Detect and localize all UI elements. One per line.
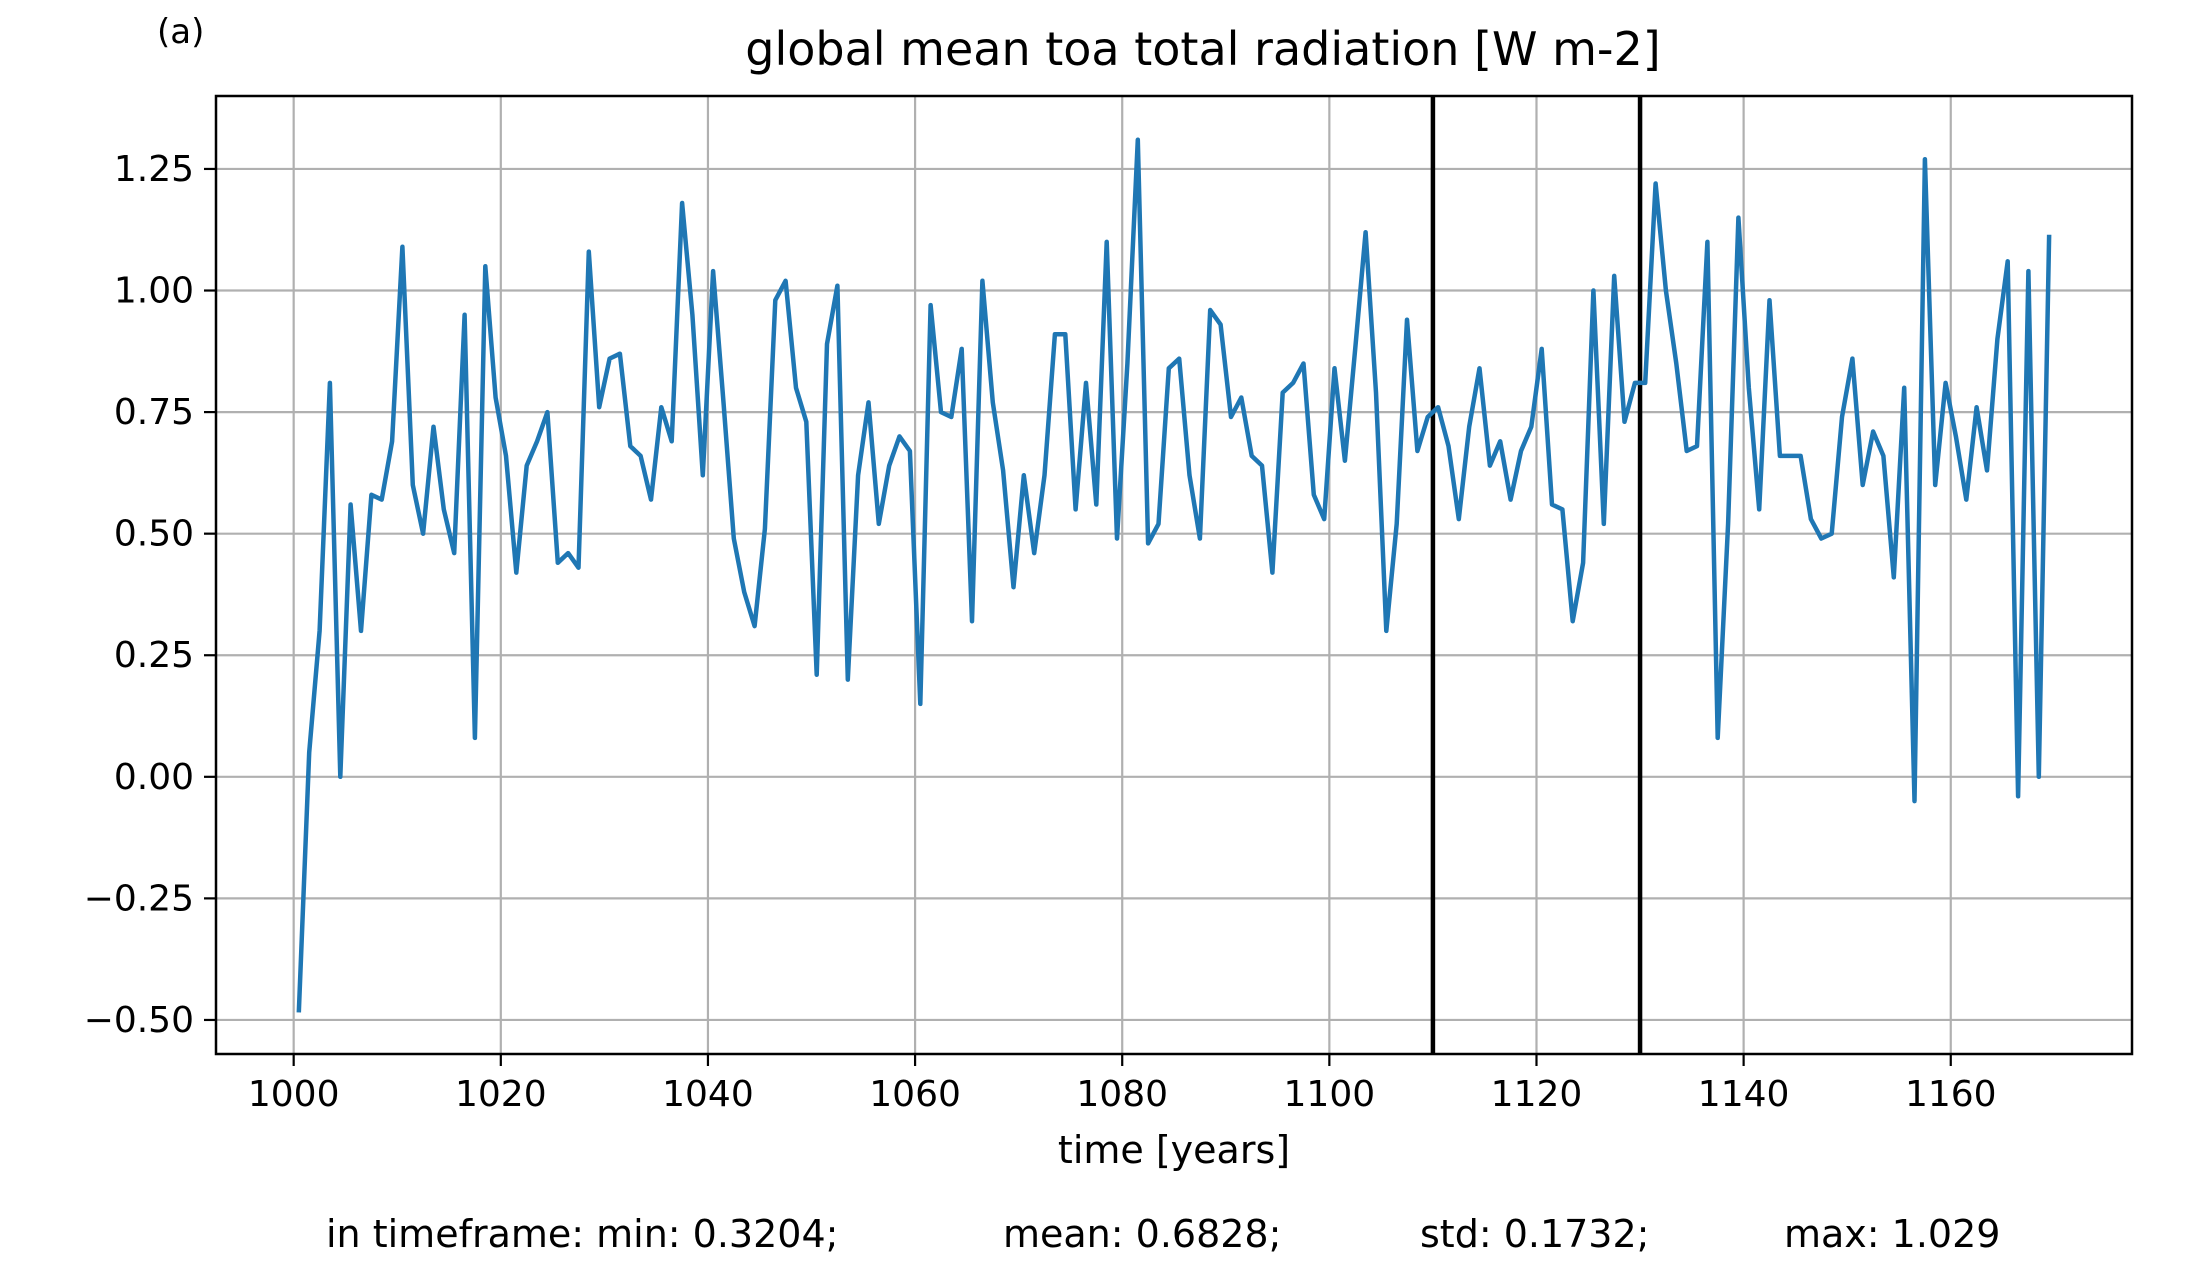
- y-tick-label: 0.75: [114, 392, 194, 433]
- x-tick-label: 1140: [1698, 1074, 1790, 1115]
- y-tick-label: 1.00: [114, 271, 194, 312]
- panel-label: (a): [157, 12, 205, 52]
- stats-std: std: 0.1732;: [1420, 1212, 1650, 1256]
- y-tick-label: 0.50: [114, 514, 194, 555]
- chart-title: global mean toa total radiation [W m-2]: [745, 22, 1661, 76]
- y-tick-label: −0.25: [84, 878, 194, 919]
- series-lines: [296, 137, 2052, 1013]
- x-tick-label: 1080: [1076, 1074, 1168, 1115]
- grid-lines: [216, 96, 2132, 1054]
- x-tick-label: 1120: [1491, 1074, 1583, 1115]
- x-tick-label: 1100: [1284, 1074, 1376, 1115]
- x-tick-label: 1060: [869, 1074, 961, 1115]
- plot-frame: [214, 94, 2134, 1056]
- x-tick-label: 1000: [248, 1074, 340, 1115]
- y-axis: −0.50 −0.25 0.00 0.25 0.50 0.75 1.00 1.25: [84, 149, 216, 1041]
- stats-mean: mean: 0.6828;: [1003, 1212, 1282, 1256]
- x-tick-label: 1020: [455, 1074, 547, 1115]
- series-line: [296, 137, 2052, 1013]
- timeframe-markers: [1430, 96, 1643, 1054]
- x-tick-label: 1040: [662, 1074, 754, 1115]
- x-tick-label: 1160: [1905, 1074, 1997, 1115]
- x-axis-label: time [years]: [1057, 1128, 1291, 1172]
- stats-min: in timeframe: min: 0.3204;: [326, 1212, 839, 1256]
- y-tick-label: 0.25: [114, 635, 194, 676]
- x-axis: 1000 1020 1040 1060 1080 1100 1120 1140 1160: [248, 1054, 1997, 1115]
- y-tick-label: 0.00: [114, 757, 194, 798]
- stats-max: max: 1.029: [1784, 1212, 2001, 1256]
- y-tick-label: 1.25: [114, 149, 194, 190]
- y-tick-label: −0.50: [84, 1000, 194, 1041]
